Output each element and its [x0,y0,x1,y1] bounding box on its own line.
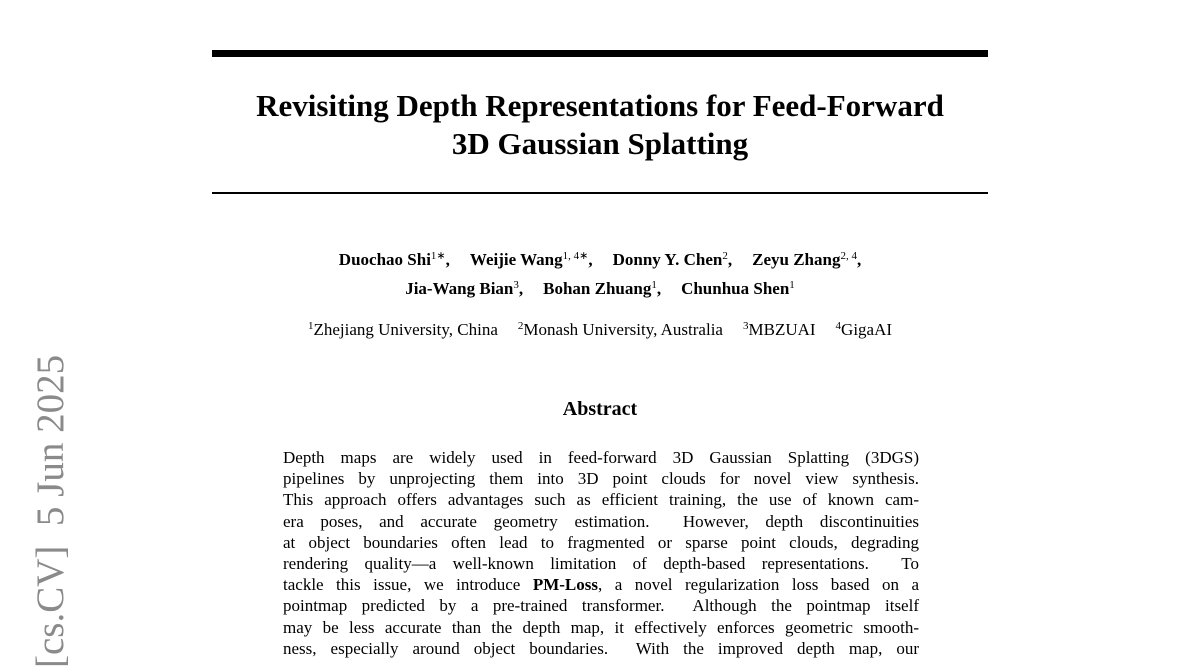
abstract-line: pointmap predicted by a pre-trained tran… [283,595,919,616]
author-affiliation-mark: 3 [513,279,519,291]
abstract-line: at object boundaries often lead to fragm… [283,532,919,553]
abstract-text: tackle this issue, we introduce [283,575,533,595]
abstract-line: This approach offers advantages such as … [283,489,919,510]
abstract-text: era poses, and accurate geometry estimat… [283,511,919,531]
author-name: Jia-Wang Bian [405,279,514,298]
affiliation-name: Zhejiang University, China [313,320,498,339]
abstract-text: rendering quality—a well-known limitatio… [283,553,919,573]
author: Bohan Zhuang1, [543,279,661,298]
abstract-text: may be less accurate than the depth map,… [283,617,919,637]
abstract-body: Depth maps are widely used in feed-forwa… [283,447,919,659]
author-name: Duochao Shi [338,250,431,269]
author: Zeyu Zhang2, 4, [752,250,861,269]
author-name: Zeyu Zhang [752,250,841,269]
author-name: Donny Y. Chen [612,250,723,269]
abstract-text: Depth maps are widely used in feed-forwa… [283,448,919,467]
author-row: Duochao Shi1∗, Weijie Wang1, 4∗, Donny Y. … [0,245,1200,274]
abstract-text: pipelines by unprojecting them into 3D p… [283,469,919,489]
abstract-text: at object boundaries often lead to fragm… [283,532,919,552]
author-affiliation-mark: 2, 4 [840,250,857,262]
affiliation-mark: 4 [835,320,842,332]
affiliation: 2Monash University, Australia [518,320,723,339]
abstract-line: tackle this issue, we introduce PM-Loss,… [283,574,919,595]
author-affiliation-mark: 1, 4∗ [562,250,589,262]
author-separator: , [445,250,450,269]
affiliation: 3MBZUAI [743,320,816,339]
author-name: Bohan Zhuang [543,279,652,298]
abstract-heading: Abstract [562,398,638,420]
abstract-text: This approach offers advantages such as … [283,490,919,510]
affiliation-mark: 1 [307,320,314,332]
affiliations: 1Zhejiang University, China 2Monash Unive… [0,320,1200,340]
author-affiliation-mark: 1 [651,279,657,291]
authors: Duochao Shi1∗, Weijie Wang1, 4∗, Donny Y. … [0,245,1200,303]
author: Donny Y. Chen2, [613,250,733,269]
top-rule [212,50,988,57]
title-line: 3D Gaussian Splatting [451,126,749,161]
author: Jia-Wang Bian3, [405,279,523,298]
title: Revisiting Depth Representations for Fee… [0,87,1200,163]
affiliation: 4GigaAI [836,320,892,339]
author-separator: , [856,250,862,269]
title-line: Revisiting Depth Representations for Fee… [256,88,944,123]
author: Duochao Shi1∗, [339,250,450,269]
author: Weijie Wang1, 4∗, [470,250,593,269]
affiliation: 1Zhejiang University, China [308,320,498,339]
author-affiliation-mark: 1∗ [430,250,446,262]
author-separator: , [727,250,733,269]
abstract-line: Depth maps are widely used in feed-forwa… [283,447,919,468]
abstract-text: , a novel regularization loss based on a [597,575,919,595]
author-separator: , [588,250,593,269]
abstract-emphasis: PM-Loss [532,575,598,595]
bottom-rule [212,192,988,194]
author-name: Weijie Wang [469,250,563,269]
author-name: Chunhua Shen [681,279,790,298]
affiliation-name: GigaAI [841,320,893,339]
affiliation-mark: 3 [742,320,749,332]
abstract-line: rendering quality—a well-known limitatio… [283,553,919,574]
author: Chunhua Shen1 [681,279,795,298]
author-row: Jia-Wang Bian3, Bohan Zhuang1, Chunhua She… [0,274,1200,303]
affiliation-name: Monash University, Australia [523,320,723,339]
abstract-text: pointmap predicted by a pre-trained tran… [283,596,919,616]
abstract-line: era poses, and accurate geometry estimat… [283,511,919,532]
author-affiliation-mark: 1 [789,279,795,291]
affiliation-mark: 2 [517,320,524,332]
abstract-line: ness, especially around object boundarie… [283,638,919,659]
author-separator: , [656,279,662,298]
abstract-line: may be less accurate than the depth map,… [283,617,919,638]
author-separator: , [518,279,524,298]
author-affiliation-mark: 2 [722,250,728,262]
abstract-line: pipelines by unprojecting them into 3D p… [283,468,919,489]
affiliation-name: MBZUAI [748,320,816,339]
paper-page: [cs.CV] 5 Jun 2025 Revisiting Depth Repr… [0,50,1200,668]
abstract-text: ness, especially around object boundarie… [283,638,919,658]
